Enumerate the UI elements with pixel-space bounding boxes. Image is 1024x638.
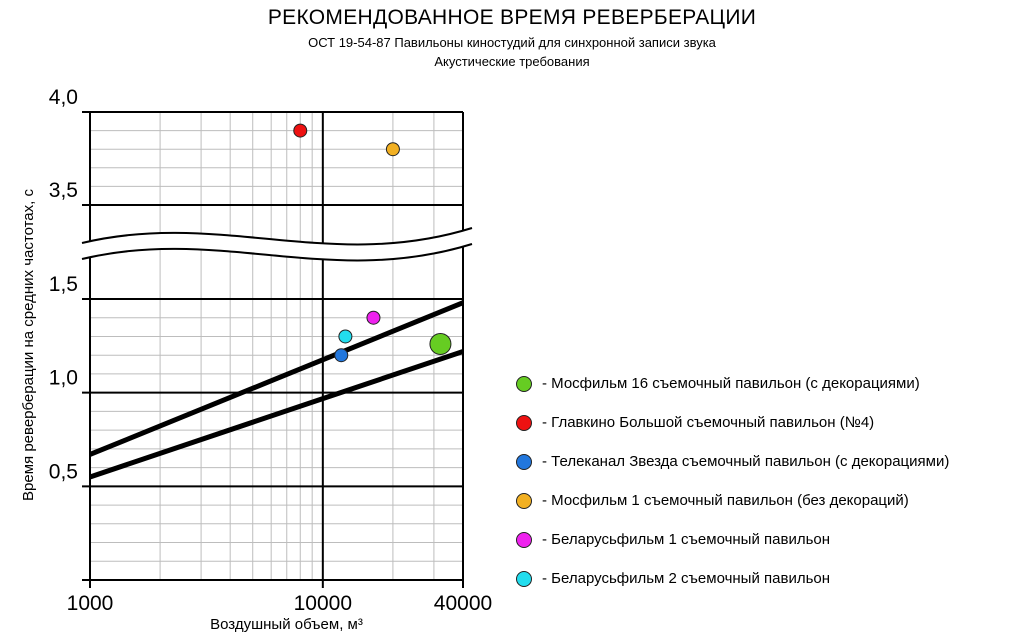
legend-marker	[516, 453, 532, 470]
data-point-5	[366, 310, 381, 325]
legend-item: - Беларусьфильм 2 съемочный павильон	[516, 559, 949, 598]
legend-item: - Телеканал Звезда съемочный павильон (с…	[516, 442, 949, 481]
x-tick-label: 1000	[67, 592, 114, 615]
legend-item: - Главкино Большой съемочный павильон (№…	[516, 403, 949, 442]
chart-subtitle-line-1: ОСТ 19-54-87 Павильоны киностудий для си…	[308, 35, 716, 50]
y-tick-label: 4,0	[49, 86, 78, 109]
legend-item: - Беларусьфильм 1 съемочный павильон	[516, 520, 949, 559]
y-axis-label: Время реверберации на средних частотах, …	[20, 189, 37, 501]
legend-item: - Мосфильм 16 съемочный павильон (с деко…	[516, 364, 949, 403]
x-axis-label: Воздушный объем, м³	[210, 616, 363, 633]
axis-break-line-bottom	[81, 243, 473, 262]
legend-marker	[516, 492, 532, 509]
y-tick-label: 1,5	[49, 273, 78, 296]
legend-label: - Телеканал Звезда съемочный павильон (с…	[542, 453, 950, 470]
chart-legend: - Мосфильм 16 съемочный павильон (с деко…	[516, 364, 949, 598]
recommended-boundary-line-1	[89, 300, 464, 457]
axis-break-line-top	[81, 227, 473, 246]
axis-break-band	[82, 228, 472, 261]
x-tick-label: 10000	[294, 592, 352, 615]
y-tick-label: 1,0	[49, 367, 78, 390]
data-point-6	[338, 329, 353, 344]
legend-marker	[516, 531, 532, 548]
legend-marker	[516, 414, 532, 431]
legend-label: - Главкино Большой съемочный павильон (№…	[542, 414, 875, 431]
legend-label: - Мосфильм 1 съемочный павильон (без дек…	[542, 492, 909, 509]
legend-marker	[516, 570, 532, 587]
y-tick-label: 3,5	[49, 179, 78, 202]
chart-title: РЕКОМЕНДОВАННОЕ ВРЕМЯ РЕВЕРБЕРАЦИИ	[267, 6, 757, 29]
legend-label: - Мосфильм 16 съемочный павильон (с деко…	[542, 375, 920, 392]
legend-label: - Беларусьфильм 1 съемочный павильон	[542, 531, 831, 548]
chart-subtitle-line-2: Акустические требования	[434, 54, 590, 69]
recommended-boundary-line-2	[89, 349, 464, 480]
data-point-2	[293, 123, 308, 138]
data-point-3	[334, 348, 349, 363]
legend-marker	[516, 375, 532, 392]
legend-item: - Мосфильм 1 съемочный павильон (без дек…	[516, 481, 949, 520]
y-tick-label: 0,5	[49, 460, 78, 483]
data-point-4	[385, 142, 400, 157]
x-tick-label: 40000	[434, 592, 492, 615]
data-point-1	[429, 332, 452, 355]
legend-label: - Беларусьфильм 2 съемочный павильон	[542, 570, 831, 587]
